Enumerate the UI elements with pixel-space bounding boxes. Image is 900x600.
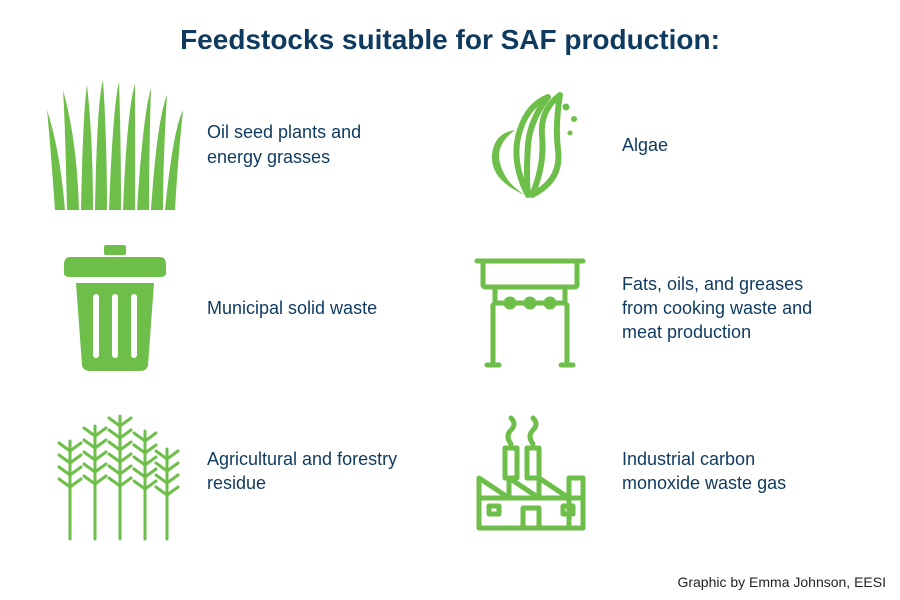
feedstock-label: Fats, oils, and greases from cooking was… <box>622 272 832 345</box>
page-title: Feedstocks suitable for SAF production: <box>0 0 900 68</box>
feedstock-item-wheat: Agricultural and forestry residue <box>45 395 440 548</box>
feedstock-item-fryer: Fats, oils, and greases from cooking was… <box>460 231 855 384</box>
feedstock-item-grass: Oil seed plants and energy grasses <box>45 68 440 221</box>
feedstock-item-factory: Industrial carbon monoxide waste gas <box>460 395 855 548</box>
trash-icon <box>45 238 185 378</box>
credit-text: Graphic by Emma Johnson, EESI <box>677 574 886 590</box>
feedstock-grid: Oil seed plants and energy grasses Algae <box>0 68 900 548</box>
feedstock-item-trash: Municipal solid waste <box>45 231 440 384</box>
feedstock-label: Industrial carbon monoxide waste gas <box>622 447 832 496</box>
feedstock-label: Municipal solid waste <box>207 296 377 320</box>
algae-icon <box>460 75 600 215</box>
factory-icon <box>460 401 600 541</box>
feedstock-label: Agricultural and forestry residue <box>207 447 417 496</box>
feedstock-label: Oil seed plants and energy grasses <box>207 120 417 169</box>
fryer-icon <box>460 238 600 378</box>
grass-icon <box>45 75 185 215</box>
wheat-icon <box>45 401 185 541</box>
feedstock-item-algae: Algae <box>460 68 855 221</box>
feedstock-label: Algae <box>622 133 668 157</box>
